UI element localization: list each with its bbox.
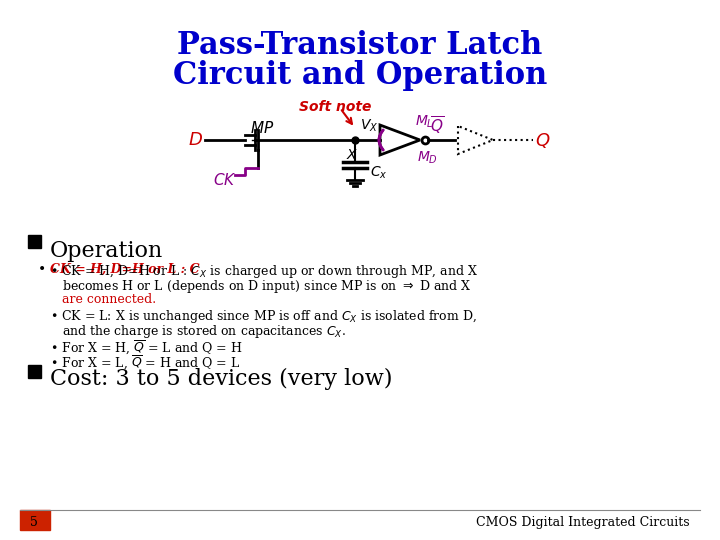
Text: $CK$: $CK$ bbox=[213, 172, 237, 188]
Text: becomes H or L (depends on D input) since MP is on $\Rightarrow$ D and X: becomes H or L (depends on D input) sinc… bbox=[62, 278, 472, 295]
Text: $M_D$: $M_D$ bbox=[417, 150, 438, 166]
Text: 5: 5 bbox=[30, 516, 38, 529]
Text: $V_X$: $V_X$ bbox=[360, 118, 378, 134]
Text: $D$: $D$ bbox=[187, 131, 202, 149]
Text: Cost: 3 to 5 devices (very low): Cost: 3 to 5 devices (very low) bbox=[50, 368, 392, 390]
Text: CMOS Digital Integrated Circuits: CMOS Digital Integrated Circuits bbox=[477, 516, 690, 529]
Text: • CK = H, D=H or L : $C_X$ is charged up or down through MP, and X: • CK = H, D=H or L : $C_X$ is charged up… bbox=[50, 263, 478, 280]
Bar bbox=[20, 510, 50, 530]
Text: $Q$: $Q$ bbox=[535, 131, 551, 150]
Bar bbox=[28, 365, 41, 378]
Text: $M_L$: $M_L$ bbox=[415, 114, 434, 130]
Text: $X$: $X$ bbox=[346, 148, 358, 162]
Text: Soft note: Soft note bbox=[299, 100, 372, 114]
Text: and the charge is stored on capacitances $C_X$.: and the charge is stored on capacitances… bbox=[62, 323, 346, 340]
Text: • For X = H, $\overline{Q}$ = L and Q = H: • For X = H, $\overline{Q}$ = L and Q = … bbox=[50, 338, 243, 355]
Text: Pass-Transistor Latch: Pass-Transistor Latch bbox=[177, 30, 543, 61]
Text: Operation: Operation bbox=[50, 240, 163, 262]
Text: •: • bbox=[38, 263, 46, 277]
Text: $\overline{Q}$: $\overline{Q}$ bbox=[430, 115, 444, 137]
Text: are connected.: are connected. bbox=[62, 293, 156, 306]
Text: • For X = L, $\overline{Q}$ = H and Q = L: • For X = L, $\overline{Q}$ = H and Q = … bbox=[50, 353, 240, 370]
Bar bbox=[28, 235, 41, 248]
Text: CK = H, D=H or L : C: CK = H, D=H or L : C bbox=[50, 263, 199, 276]
Text: • CK = L: X is unchanged since MP is off and $C_X$ is isolated from D,: • CK = L: X is unchanged since MP is off… bbox=[50, 308, 477, 325]
Text: CK = H, D=H or L : C: CK = H, D=H or L : C bbox=[50, 263, 199, 276]
Text: $C_x$: $C_x$ bbox=[370, 165, 387, 181]
Text: $MP$: $MP$ bbox=[250, 120, 274, 136]
Text: Circuit and Operation: Circuit and Operation bbox=[173, 60, 547, 91]
